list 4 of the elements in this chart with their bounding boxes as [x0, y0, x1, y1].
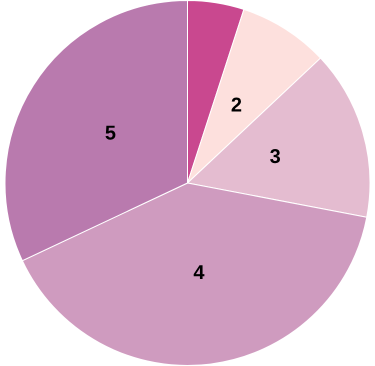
slice-label: 3	[270, 146, 281, 168]
slice-label: 2	[230, 94, 242, 116]
slice-label: 4	[193, 262, 206, 284]
slice-label: 5	[104, 122, 116, 145]
